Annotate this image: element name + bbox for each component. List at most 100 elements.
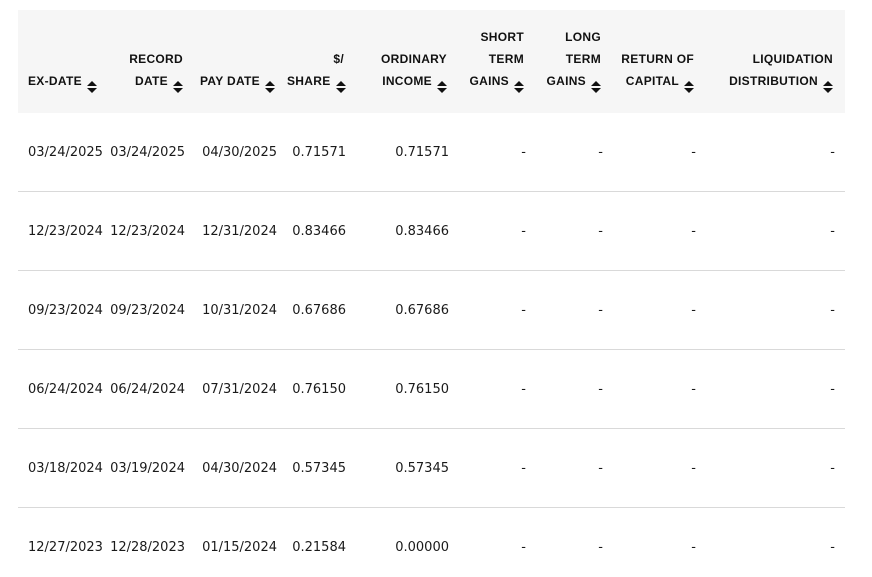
cell-long-term-gains: - <box>536 113 613 192</box>
column-header-label: RETURN OF CAPITAL <box>621 52 694 88</box>
cell-record-date: 12/23/2024 <box>110 191 195 271</box>
table-row: 03/24/2025 03/24/2025 04/30/2025 0.71571 0.7… <box>18 113 845 192</box>
cell-ordinary-income: 0.71571 <box>356 113 459 192</box>
table-row: 03/18/2024 03/19/2024 04/30/2024 0.57345 0.5… <box>18 428 845 508</box>
table-header: EX-DATE RECORD DATE PAY DATE $/SHARE ORDINARY… <box>18 10 845 113</box>
sort-up-triangle <box>173 81 183 86</box>
sort-up-triangle <box>86 81 97 86</box>
cell-pay-date: 04/30/2025 <box>195 113 287 192</box>
sort-down-triangle <box>684 88 694 93</box>
column-header-ordinary-income[interactable]: ORDINARY INCOME <box>356 10 459 113</box>
cell-return-of-capital: - <box>613 191 706 271</box>
sort-arrows-icon[interactable] <box>823 81 833 93</box>
column-header-long-term-gains[interactable]: LONG TERM GAINS <box>536 10 613 113</box>
cell-ordinary-income: 0.76150 <box>356 349 459 429</box>
distributions-table-container: EX-DATE RECORD DATE PAY DATE $/SHARE ORDINARY… <box>18 10 845 577</box>
cell-return-of-capital: - <box>613 113 706 192</box>
sort-down-triangle <box>437 88 447 93</box>
cell-share: 0.67686 <box>287 270 356 350</box>
cell-liquidation-distribution: - <box>706 349 845 429</box>
sort-up-triangle <box>335 81 346 86</box>
cell-return-of-capital: - <box>613 428 706 508</box>
sort-up-triangle <box>591 81 601 86</box>
cell-share: 0.21584 <box>292 539 346 555</box>
column-header-return-of-capital[interactable]: RETURN OF CAPITAL <box>613 10 706 113</box>
sort-arrows-icon[interactable] <box>86 81 97 93</box>
cell-ex-date: 03/24/2025 <box>18 113 110 192</box>
cell-long-term-gains: - <box>536 349 613 429</box>
cell-record-date: 12/28/2023 <box>110 539 185 555</box>
sort-down-triangle <box>86 88 97 93</box>
column-header-share[interactable]: $/SHARE <box>287 10 356 113</box>
column-header-label: PAY DATE <box>200 74 260 88</box>
table-row: 12/23/2024 12/23/2024 12/31/2024 0.83466 0.8… <box>18 191 845 271</box>
cell-pay-date: 10/31/2024 <box>195 270 287 350</box>
cell-pay-date: 01/15/2024 <box>202 539 277 555</box>
cell-ex-date: 03/18/2024 <box>18 428 110 508</box>
table-row: 09/23/2024 09/23/2024 10/31/2024 0.67686 0.6… <box>18 270 845 350</box>
cell-long-term-gains: - <box>536 191 613 271</box>
cell-short-term-gains: - <box>459 270 536 350</box>
sort-arrows-icon[interactable] <box>265 81 275 93</box>
cell-liquidation-distribution: - <box>830 539 835 555</box>
sort-down-triangle <box>335 88 346 93</box>
cell-ex-date: 12/23/2024 <box>18 191 110 271</box>
column-header-label: RECORD DATE <box>129 52 183 88</box>
cell-pay-date: 12/31/2024 <box>195 191 287 271</box>
column-header-label: SHORT TERM GAINS <box>469 30 524 88</box>
cell-return-of-capital: - <box>691 539 696 555</box>
column-header-record-date[interactable]: RECORD DATE <box>110 10 195 113</box>
column-header-label: ORDINARY INCOME <box>381 52 447 88</box>
cell-short-term-gains: - <box>459 191 536 271</box>
cell-liquidation-distribution: - <box>706 270 845 350</box>
cell-ordinary-income: 0.57345 <box>356 428 459 508</box>
sort-arrows-icon[interactable] <box>437 81 447 93</box>
sort-down-triangle <box>265 88 275 93</box>
sort-up-triangle <box>823 81 833 86</box>
cell-ordinary-income: 0.83466 <box>356 191 459 271</box>
cell-short-term-gains: - <box>521 539 526 555</box>
sort-up-triangle <box>437 81 447 86</box>
distributions-table: EX-DATE RECORD DATE PAY DATE $/SHARE ORDINARY… <box>18 10 845 577</box>
cell-liquidation-distribution: - <box>706 428 845 508</box>
cell-share: 0.83466 <box>287 191 356 271</box>
cell-return-of-capital: - <box>613 349 706 429</box>
cell-share: 0.76150 <box>287 349 356 429</box>
table-row: 12/27/2023 12/28/2023 01/15/2024 0.21584 0.0… <box>18 508 845 577</box>
column-header-liquidation-distribution[interactable]: LIQUIDATION DISTRIBUTION <box>706 10 845 113</box>
cell-short-term-gains: - <box>459 349 536 429</box>
cell-ordinary-income: 0.00000 <box>395 539 449 555</box>
sort-arrows-icon[interactable] <box>335 81 346 93</box>
cell-short-term-gains: - <box>459 428 536 508</box>
column-header-label: $/SHARE <box>287 52 344 88</box>
table-body: 03/24/2025 03/24/2025 04/30/2025 0.71571 0.7… <box>18 113 845 577</box>
cell-long-term-gains: - <box>598 539 603 555</box>
column-header-label: LIQUIDATION DISTRIBUTION <box>729 52 833 88</box>
cell-liquidation-distribution: - <box>706 113 845 192</box>
sort-arrows-icon[interactable] <box>591 81 601 93</box>
column-header-pay-date[interactable]: PAY DATE <box>195 10 287 113</box>
cell-pay-date: 07/31/2024 <box>195 349 287 429</box>
sort-up-triangle <box>684 81 694 86</box>
column-header-ex-date[interactable]: EX-DATE <box>18 10 110 113</box>
sort-down-triangle <box>514 88 524 93</box>
sort-arrows-icon[interactable] <box>173 81 183 93</box>
sort-up-triangle <box>265 81 275 86</box>
cell-short-term-gains: - <box>459 113 536 192</box>
cell-record-date: 06/24/2024 <box>110 349 195 429</box>
cell-ex-date: 09/23/2024 <box>18 270 110 350</box>
cell-long-term-gains: - <box>536 428 613 508</box>
column-header-short-term-gains[interactable]: SHORT TERM GAINS <box>459 10 536 113</box>
sort-arrows-icon[interactable] <box>684 81 694 93</box>
sort-up-triangle <box>514 81 524 86</box>
cell-record-date: 09/23/2024 <box>110 270 195 350</box>
sort-down-triangle <box>591 88 601 93</box>
sort-down-triangle <box>823 88 833 93</box>
sort-arrows-icon[interactable] <box>514 81 524 93</box>
column-header-label: LONG TERM GAINS <box>546 30 601 88</box>
cell-return-of-capital: - <box>613 270 706 350</box>
cell-share: 0.71571 <box>287 113 356 192</box>
cell-record-date: 03/24/2025 <box>110 113 195 192</box>
cell-share: 0.57345 <box>287 428 356 508</box>
cell-long-term-gains: - <box>536 270 613 350</box>
